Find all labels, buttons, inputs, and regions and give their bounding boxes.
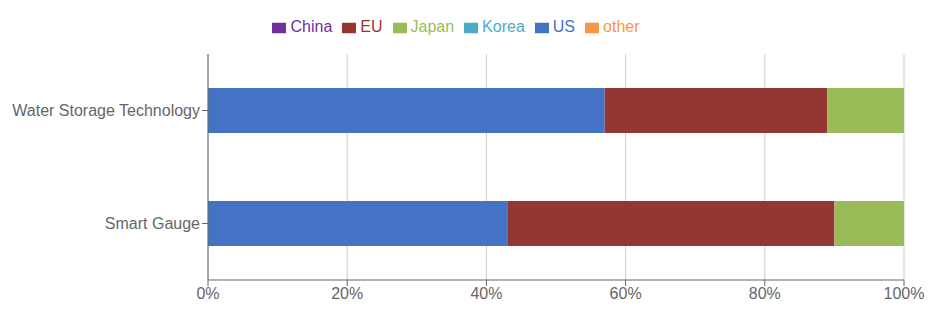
html-text:China: China <box>290 18 333 35</box>
html-text:EU: EU <box>360 18 383 35</box>
html-text:Korea: Korea <box>482 18 525 35</box>
svg-text:80%: 80% <box>749 285 781 302</box>
svg-text:20%: 20% <box>331 285 363 302</box>
html-text:other: other <box>603 18 640 35</box>
svg-text:60%: 60% <box>610 285 642 302</box>
svg-text:100%: 100% <box>884 285 925 302</box>
svg-text:Smart Gauge: Smart Gauge <box>105 215 200 232</box>
html-text:US: US <box>552 18 575 35</box>
svg-text:0%: 0% <box>196 285 219 302</box>
html-text:Japan: Japan <box>410 18 455 35</box>
svg-text:40%: 40% <box>470 285 502 302</box>
svg-text:Water Storage Technology: Water Storage Technology <box>12 102 200 119</box>
